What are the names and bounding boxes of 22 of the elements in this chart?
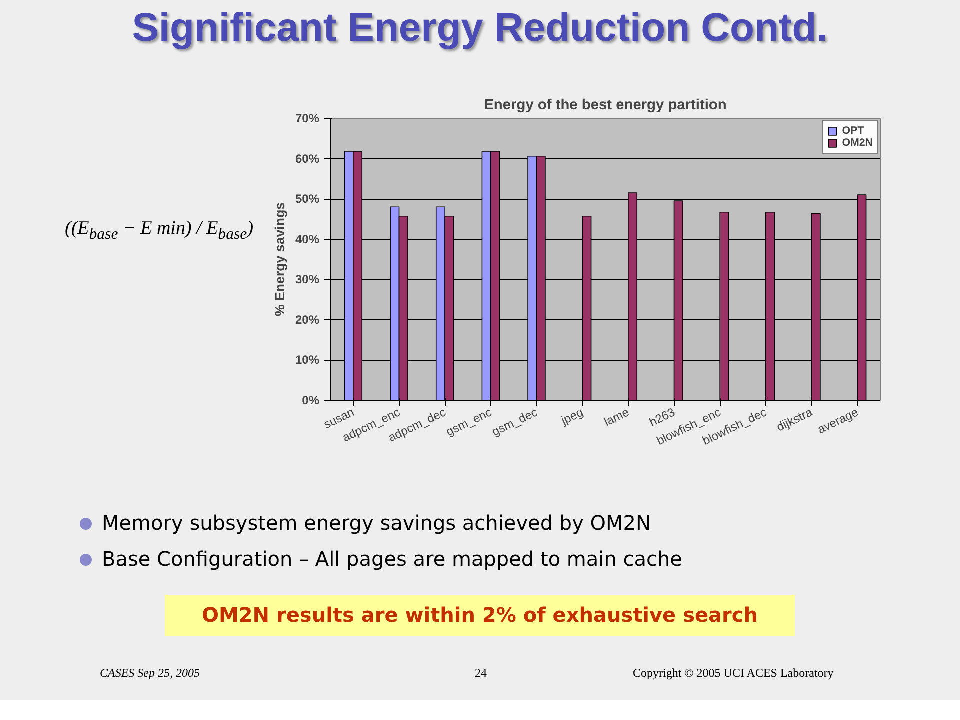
text: ((E$_{base}$ − E min) / E$_{base}$): [64, 217, 254, 245]
legend-label: OM2N: [842, 137, 873, 149]
text: CASES Sep 25, 2005: [100, 665, 200, 682]
y-tick-label: 0%: [302, 394, 320, 408]
y-axis-title: % Energy savings: [272, 202, 288, 317]
y-tick-label: 60%: [295, 152, 320, 166]
y-tick-label: 50%: [295, 192, 320, 206]
x-tick-label: jpeg: [558, 405, 586, 428]
chart-subtitle: Energy of the best energy partition: [484, 98, 727, 114]
y-tick-label: 10%: [295, 353, 320, 368]
text: 24: [475, 665, 487, 682]
y-tick-label: 30%: [295, 272, 320, 287]
y-tick-label: 40%: [295, 232, 320, 246]
text: Memory subsystem energy savings achieved by OM2N: [101, 510, 652, 537]
x-tick-label: lame: [602, 405, 632, 430]
y-tick-label: 20%: [295, 312, 320, 327]
chart-title: Significant Energy Reduction Contd.: [131, 5, 829, 52]
text: OM2N results are within 2% of exhaustive search: [165, 595, 795, 636]
text: Copyright © 2005 UCI ACES Laboratory: [633, 665, 834, 682]
y-tick-label: 70%: [295, 112, 320, 126]
text: Base Configuration – All pages are mapped to main cache: [101, 546, 682, 573]
legend-label: OPT: [842, 125, 864, 137]
